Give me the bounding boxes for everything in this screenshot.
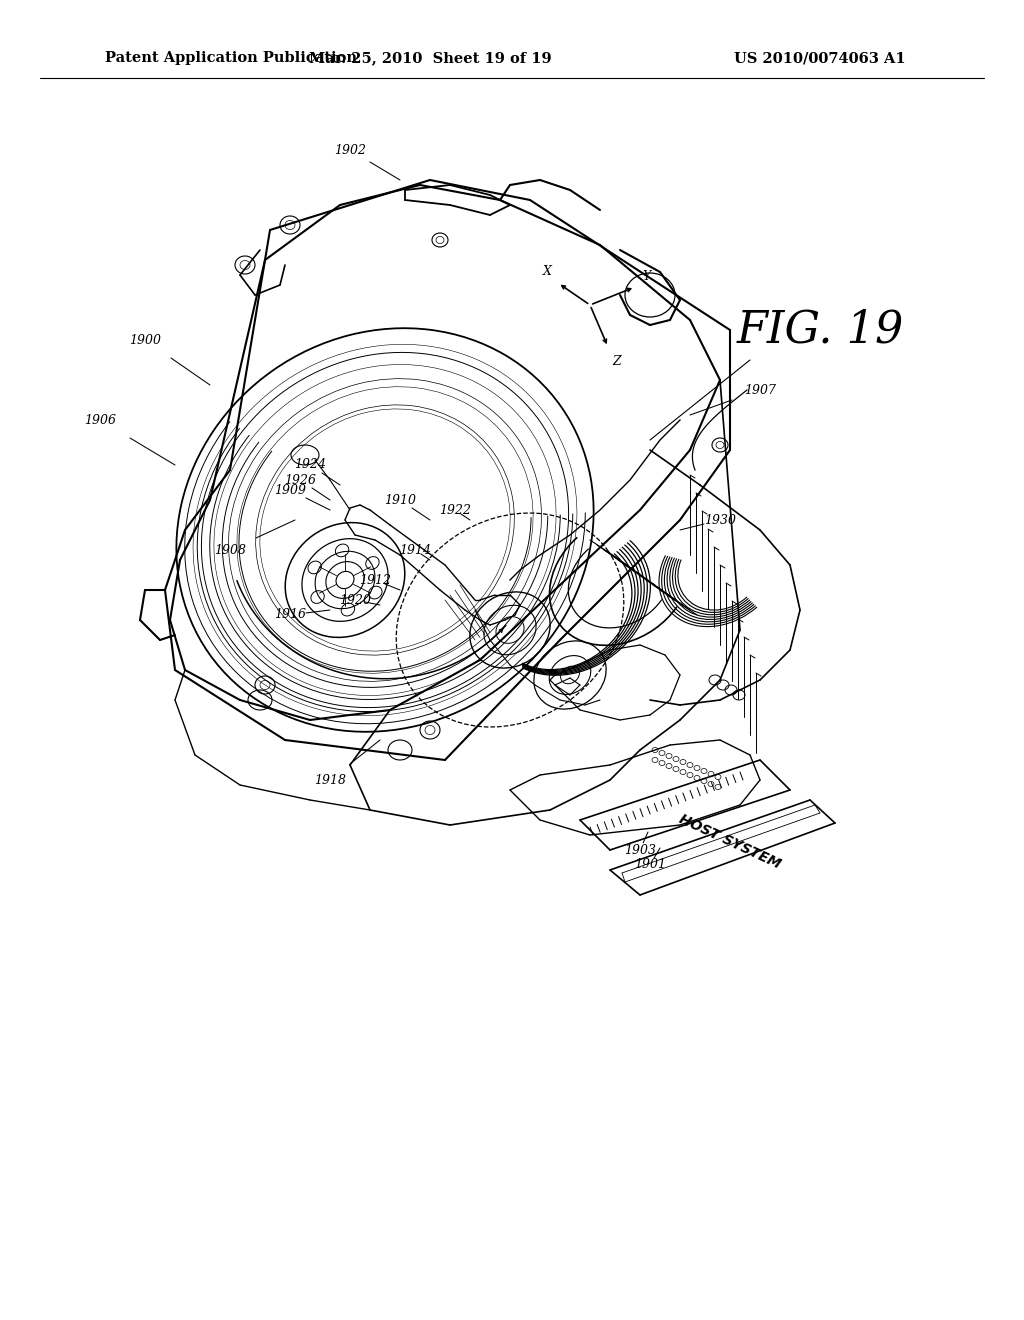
Text: 1903: 1903: [624, 843, 656, 857]
Text: Z: Z: [612, 355, 621, 368]
Text: FIG. 19: FIG. 19: [736, 309, 904, 351]
Text: 1930: 1930: [705, 513, 736, 527]
Text: 1900: 1900: [129, 334, 161, 346]
Text: 1914: 1914: [399, 544, 431, 557]
Text: US 2010/0074063 A1: US 2010/0074063 A1: [734, 51, 906, 65]
Text: Mar. 25, 2010  Sheet 19 of 19: Mar. 25, 2010 Sheet 19 of 19: [308, 51, 551, 65]
Text: 1912: 1912: [359, 573, 391, 586]
Text: 1906: 1906: [84, 413, 116, 426]
Text: 1924: 1924: [294, 458, 326, 471]
Text: 1908: 1908: [214, 544, 246, 557]
Text: Patent Application Publication: Patent Application Publication: [105, 51, 357, 65]
Text: X: X: [543, 265, 552, 279]
Text: 1901: 1901: [634, 858, 666, 871]
Text: 1907: 1907: [744, 384, 776, 396]
Text: HOST SYSTEM: HOST SYSTEM: [677, 812, 783, 871]
Text: 1902: 1902: [334, 144, 366, 157]
Text: Y: Y: [642, 271, 650, 282]
Text: 1926: 1926: [284, 474, 316, 487]
Text: 1910: 1910: [384, 494, 416, 507]
Text: 1920: 1920: [339, 594, 371, 606]
Text: 1909: 1909: [274, 483, 306, 496]
Text: 1922: 1922: [439, 503, 471, 516]
Text: 1916: 1916: [274, 609, 306, 622]
Text: 1918: 1918: [314, 774, 346, 787]
